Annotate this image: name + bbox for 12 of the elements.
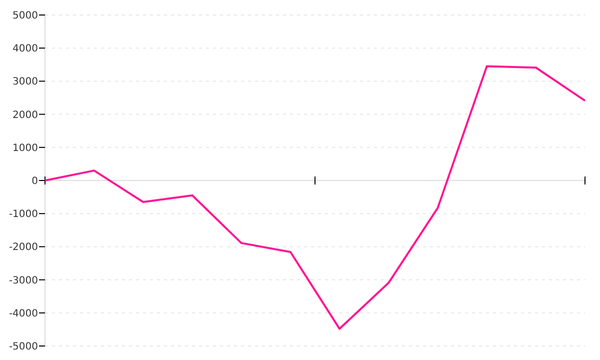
y-tick-label: -1000: [8, 209, 38, 220]
y-tick-label: -5000: [8, 342, 38, 352]
y-tick-label: 0: [32, 176, 38, 187]
y-tick-label: -3000: [8, 275, 38, 286]
y-tick-label: 5000: [12, 10, 38, 22]
y-tick-label: 4000: [12, 44, 38, 55]
y-tick-label: 2000: [12, 110, 38, 121]
y-tick-label: -4000: [8, 308, 38, 320]
y-tick-label: -2000: [8, 242, 38, 254]
line-series: [44, 65, 586, 330]
y-tick-label: 1000: [12, 142, 38, 154]
y-tick-label: 3000: [12, 76, 38, 88]
